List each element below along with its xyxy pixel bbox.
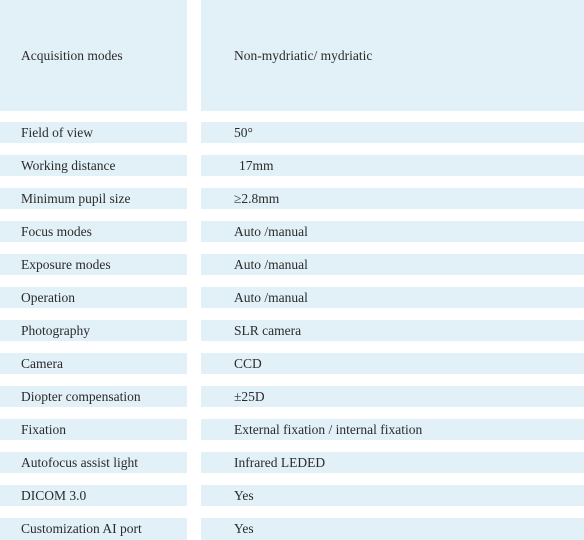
spec-value: Yes (201, 518, 584, 540)
table-row: DICOM 3.0 Yes (0, 485, 584, 506)
table-row: Focus modes Auto /manual (0, 221, 584, 242)
table-row: Fixation External fixation / internal fi… (0, 419, 584, 440)
table-row: Minimum pupil size ≥2.8mm (0, 188, 584, 209)
spec-label: Customization AI port (0, 518, 187, 540)
spec-label: DICOM 3.0 (0, 485, 187, 506)
spec-label: Autofocus assist light (0, 452, 187, 473)
spec-value: 17mm (201, 155, 584, 176)
table-row: Acquisition modes Non-mydriatic/ mydriat… (0, 0, 584, 111)
table-row: Photography SLR camera (0, 320, 584, 341)
spec-value: ±25D (201, 386, 584, 407)
spec-label: Working distance (0, 155, 187, 176)
spec-label: Operation (0, 287, 187, 308)
spec-label: Exposure modes (0, 254, 187, 275)
table-row: Diopter compensation ±25D (0, 386, 584, 407)
spec-label: Field of view (0, 122, 187, 143)
table-row: Autofocus assist light Infrared LEDED (0, 452, 584, 473)
spec-value: Auto /manual (201, 221, 584, 242)
spec-value: Yes (201, 485, 584, 506)
table-row: Working distance 17mm (0, 155, 584, 176)
spec-value: SLR camera (201, 320, 584, 341)
spec-label: Camera (0, 353, 187, 374)
table-row: Camera CCD (0, 353, 584, 374)
spec-value: Auto /manual (201, 254, 584, 275)
spec-value: 50° (201, 122, 584, 143)
table-row: Field of view 50° (0, 122, 584, 143)
spec-value: CCD (201, 353, 584, 374)
table-row: Customization AI port Yes (0, 518, 584, 540)
spec-value: Non-mydriatic/ mydriatic (201, 0, 584, 111)
spec-label: Minimum pupil size (0, 188, 187, 209)
spec-value: Auto /manual (201, 287, 584, 308)
spec-value: ≥2.8mm (201, 188, 584, 209)
spec-label: Diopter compensation (0, 386, 187, 407)
spec-label: Acquisition modes (0, 0, 187, 111)
table-row: Exposure modes Auto /manual (0, 254, 584, 275)
spec-value: External fixation / internal fixation (201, 419, 584, 440)
spec-label: Photography (0, 320, 187, 341)
table-row: Operation Auto /manual (0, 287, 584, 308)
spec-label: Focus modes (0, 221, 187, 242)
spec-label: Fixation (0, 419, 187, 440)
spec-value: Infrared LEDED (201, 452, 584, 473)
